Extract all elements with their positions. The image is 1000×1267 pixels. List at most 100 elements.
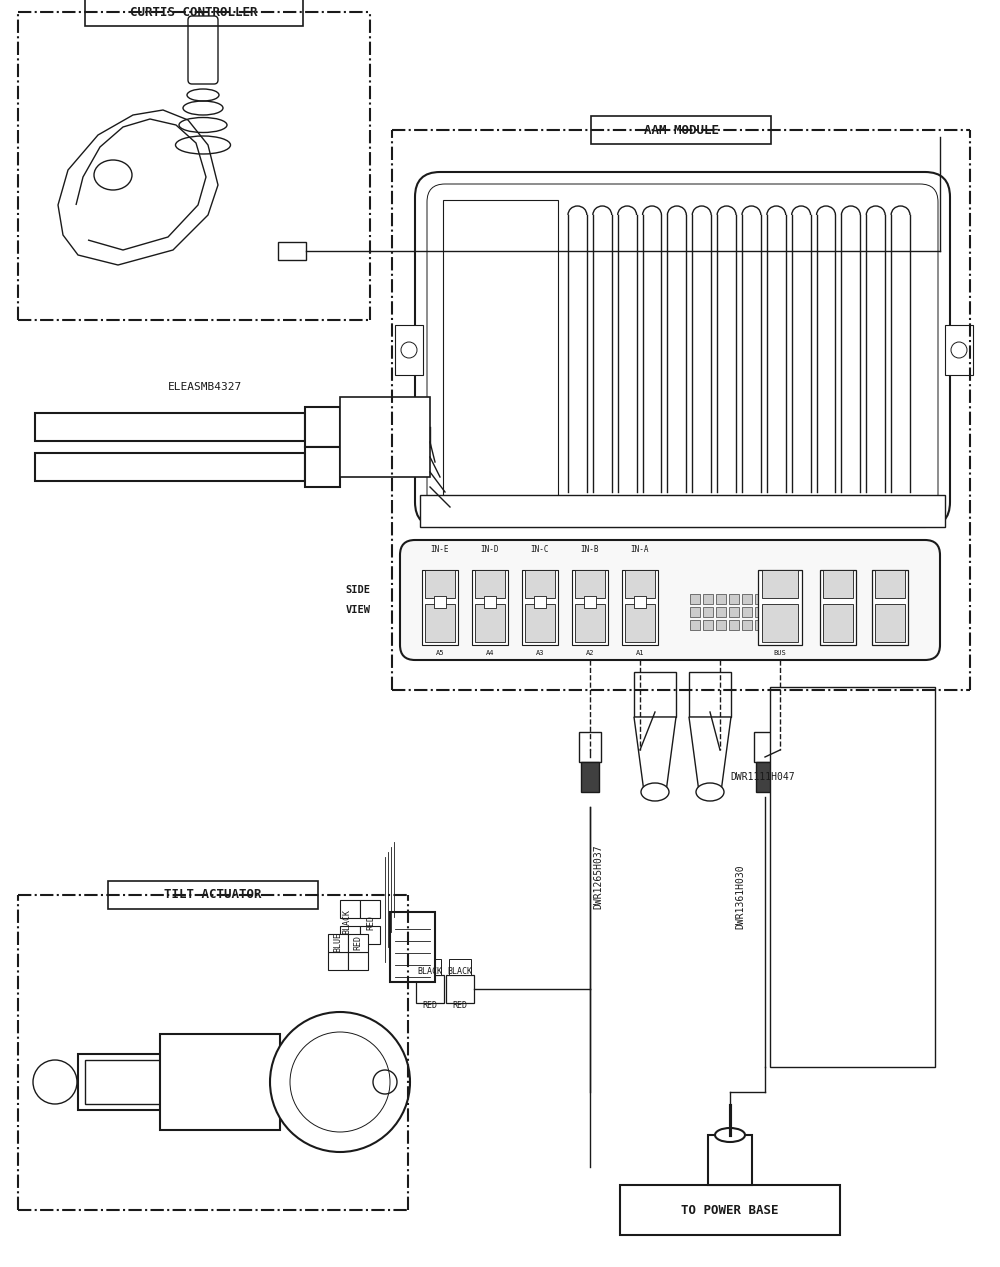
Text: IN-D: IN-D: [481, 546, 499, 555]
FancyBboxPatch shape: [427, 184, 938, 514]
Text: CURTIS CONTROLLER: CURTIS CONTROLLER: [130, 5, 258, 19]
Bar: [762, 604, 798, 642]
Bar: [422, 570, 458, 645]
Bar: [305, 447, 340, 487]
Bar: [756, 761, 774, 792]
Bar: [108, 881, 318, 908]
Bar: [360, 926, 380, 944]
Bar: [758, 570, 802, 645]
Bar: [416, 976, 444, 1003]
Bar: [534, 595, 546, 608]
Bar: [622, 570, 658, 645]
Ellipse shape: [715, 1128, 745, 1142]
Bar: [742, 620, 752, 630]
Polygon shape: [689, 717, 731, 792]
Bar: [755, 607, 765, 617]
Bar: [572, 570, 608, 645]
Text: BLUE: BLUE: [334, 933, 342, 952]
Bar: [443, 200, 558, 499]
Text: DWR1265H037: DWR1265H037: [593, 845, 603, 910]
Bar: [348, 934, 368, 952]
Bar: [762, 570, 798, 598]
Bar: [348, 952, 368, 971]
Text: TILT ACTUATOR: TILT ACTUATOR: [164, 888, 262, 902]
Bar: [634, 672, 676, 717]
Bar: [875, 604, 905, 642]
Bar: [742, 594, 752, 604]
Bar: [328, 934, 348, 952]
Bar: [708, 1135, 752, 1185]
Bar: [575, 570, 605, 598]
Text: IN-B: IN-B: [581, 546, 599, 555]
Bar: [703, 607, 713, 617]
Bar: [755, 620, 765, 630]
Bar: [729, 594, 739, 604]
Text: RED: RED: [422, 1001, 438, 1010]
Bar: [754, 732, 776, 761]
Bar: [340, 926, 360, 944]
Bar: [419, 959, 441, 976]
Bar: [690, 607, 700, 617]
Text: IN-A: IN-A: [631, 546, 649, 555]
Bar: [278, 242, 306, 260]
Text: ELEASMB4327: ELEASMB4327: [168, 381, 242, 392]
Text: RED: RED: [452, 1001, 468, 1010]
Bar: [525, 604, 555, 642]
Bar: [945, 326, 973, 375]
Text: A5: A5: [436, 650, 444, 656]
Text: RED: RED: [354, 935, 362, 949]
Bar: [160, 1034, 280, 1130]
Bar: [591, 117, 771, 144]
Bar: [768, 620, 778, 630]
Bar: [689, 672, 731, 717]
Bar: [85, 1060, 165, 1104]
Ellipse shape: [641, 783, 669, 801]
Bar: [340, 900, 360, 919]
Bar: [823, 570, 853, 598]
Bar: [35, 454, 305, 481]
Bar: [472, 570, 508, 645]
Bar: [85, 0, 303, 27]
Bar: [781, 594, 791, 604]
Bar: [579, 732, 601, 761]
Text: SIDE: SIDE: [346, 585, 370, 595]
FancyBboxPatch shape: [400, 540, 940, 660]
Text: A1: A1: [636, 650, 644, 656]
Bar: [742, 607, 752, 617]
Bar: [425, 570, 455, 598]
Bar: [703, 594, 713, 604]
Bar: [729, 607, 739, 617]
Bar: [390, 912, 435, 982]
Ellipse shape: [696, 783, 724, 801]
Bar: [575, 604, 605, 642]
Bar: [328, 952, 348, 971]
Text: DWR1111H047: DWR1111H047: [730, 772, 795, 782]
Polygon shape: [634, 717, 676, 792]
Bar: [620, 1185, 840, 1235]
Text: BLACK: BLACK: [418, 968, 442, 977]
Bar: [820, 570, 856, 645]
Bar: [340, 397, 430, 476]
Bar: [625, 604, 655, 642]
Bar: [768, 607, 778, 617]
Bar: [522, 570, 558, 645]
Bar: [716, 594, 726, 604]
Bar: [475, 570, 505, 598]
Bar: [449, 959, 471, 976]
Text: A3: A3: [536, 650, 544, 656]
Bar: [360, 900, 380, 919]
Bar: [768, 594, 778, 604]
Bar: [78, 1054, 253, 1110]
Bar: [634, 595, 646, 608]
Bar: [35, 413, 305, 441]
Bar: [703, 620, 713, 630]
Bar: [770, 687, 935, 1067]
Circle shape: [270, 1012, 410, 1152]
Text: A4: A4: [486, 650, 494, 656]
Bar: [305, 407, 340, 447]
Text: BLACK: BLACK: [448, 968, 473, 977]
Bar: [716, 620, 726, 630]
Bar: [434, 595, 446, 608]
Text: VIEW: VIEW: [346, 606, 370, 614]
Bar: [584, 595, 596, 608]
